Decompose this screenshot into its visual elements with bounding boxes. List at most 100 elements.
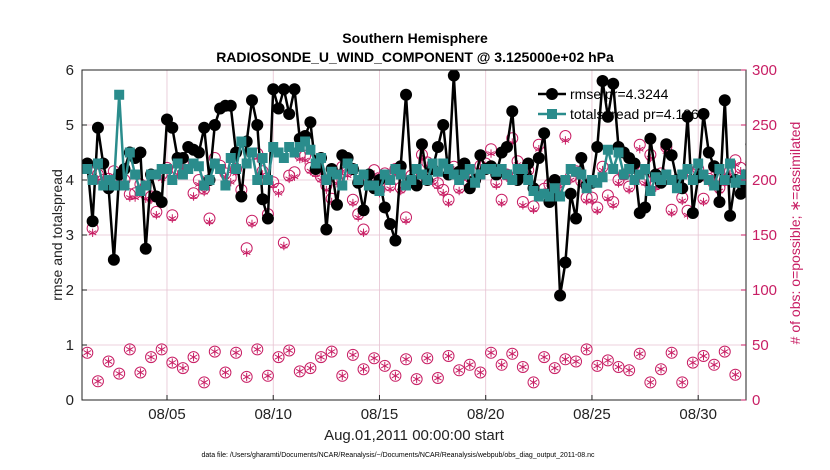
totalspread-point: [401, 180, 412, 191]
obs-assimilated-point: [274, 352, 283, 362]
totalspread-point: [576, 169, 587, 180]
obs-assimilated-point: [412, 374, 421, 384]
totalspread-point: [220, 180, 231, 191]
totalspread-point: [114, 89, 125, 100]
rmse-point: [697, 108, 710, 120]
totalspread-point: [326, 166, 337, 177]
totalspread-point: [448, 169, 459, 180]
obs-assimilated-point: [210, 347, 219, 356]
obs-assimilated-point: [588, 196, 596, 206]
y-right-tick-label: 200: [752, 172, 777, 189]
obs-assimilated-point: [476, 368, 485, 377]
rmse-point: [155, 196, 168, 208]
totalspread-point: [395, 169, 406, 180]
rmse-point: [644, 132, 657, 145]
rmse-point: [192, 146, 205, 159]
totalspread-point: [416, 169, 427, 180]
obs-possible-point: [134, 366, 147, 379]
totalspread-point: [124, 147, 135, 158]
obs-possible-point: [474, 366, 487, 379]
obs-assimilated-point: [380, 361, 389, 371]
rmse-point: [570, 212, 583, 225]
rmse-point: [591, 141, 604, 153]
rmse-point: [415, 138, 428, 151]
totalspread-point: [571, 166, 582, 177]
y-axis-right-label: # of obs: o=possible; ∗=assimilated: [787, 122, 803, 345]
obs-possible-point: [463, 358, 476, 371]
obs-assimilated-point: [115, 369, 124, 378]
obs-assimilated-point: [455, 186, 464, 196]
obs-assimilated-point: [561, 355, 570, 364]
totalspread-point: [661, 169, 672, 180]
obs-assimilated-point: [386, 184, 394, 193]
obs-possible-point: [633, 347, 646, 360]
totalspread-point: [555, 191, 566, 202]
obs-assimilated-point: [688, 358, 697, 367]
obs-assimilated-point: [635, 349, 644, 358]
obs-possible-point: [240, 370, 253, 383]
obs-assimilated-point: [104, 357, 113, 366]
totalspread-point: [730, 177, 741, 188]
totalspread-point: [92, 158, 103, 169]
obs-assimilated-point: [359, 228, 368, 237]
obs-assimilated-point: [667, 208, 676, 218]
totalspread-point: [257, 153, 268, 163]
obs-possible-point: [718, 345, 731, 358]
totalspread-point: [677, 169, 688, 180]
totalspread-point: [565, 164, 576, 174]
obs-possible-point: [676, 376, 689, 389]
rmse-point: [660, 138, 673, 151]
rmse-point: [224, 99, 237, 112]
totalspread-point: [231, 164, 242, 174]
totalspread-point: [98, 180, 109, 191]
obs-possible-point: [729, 368, 742, 381]
obs-possible-point: [708, 358, 721, 371]
obs-possible-point: [315, 351, 328, 364]
totalspread-point: [353, 175, 364, 185]
obs-assimilated-point: [264, 371, 272, 380]
rmse-point: [166, 121, 179, 134]
obs-possible-point: [123, 343, 136, 356]
rmse-point: [724, 209, 737, 222]
obs-assimilated-point: [391, 371, 400, 380]
obs-possible-point: [187, 351, 200, 364]
obs-assimilated-point: [200, 378, 209, 387]
obs-assimilated-point: [253, 345, 262, 354]
obs-assimilated-point: [402, 355, 410, 364]
rmse-point: [431, 141, 444, 153]
totalspread-point: [432, 166, 443, 177]
obs-assimilated-point: [242, 248, 251, 257]
obs-assimilated-point: [529, 378, 538, 387]
totalspread-point: [316, 153, 327, 163]
y-right-tick-label: 100: [752, 282, 777, 299]
obs-assimilated-point: [657, 365, 665, 374]
obs-assimilated-point: [317, 352, 325, 362]
rmse-point: [447, 70, 460, 82]
obs-possible-point: [113, 367, 126, 380]
totalspread-point: [496, 164, 507, 174]
obs-possible-point: [453, 364, 466, 377]
totalspread-point: [331, 169, 342, 180]
totalspread-point: [618, 169, 629, 180]
obs-possible-point: [580, 343, 593, 356]
obs-possible-point: [400, 353, 413, 366]
totalspread-point: [640, 164, 651, 174]
obs-assimilated-point: [157, 345, 166, 354]
totalspread-point: [183, 164, 194, 174]
obs-assimilated-point: [179, 363, 187, 373]
rmse-point: [283, 108, 296, 120]
obs-possible-point: [166, 356, 179, 369]
totalspread-point: [342, 158, 353, 169]
totalspread-point: [693, 158, 704, 169]
rmse-point: [559, 256, 572, 269]
rmse-point: [596, 75, 609, 87]
y-tick-label: 2: [66, 282, 74, 299]
obs-assimilated-point: [125, 345, 134, 354]
totalspread-point: [130, 169, 141, 180]
totalspread-point: [549, 183, 560, 194]
totalspread-point: [167, 175, 178, 185]
totalspread-point: [592, 177, 603, 188]
y-tick-label: 6: [66, 62, 74, 79]
obs-assimilated-point: [434, 373, 442, 383]
